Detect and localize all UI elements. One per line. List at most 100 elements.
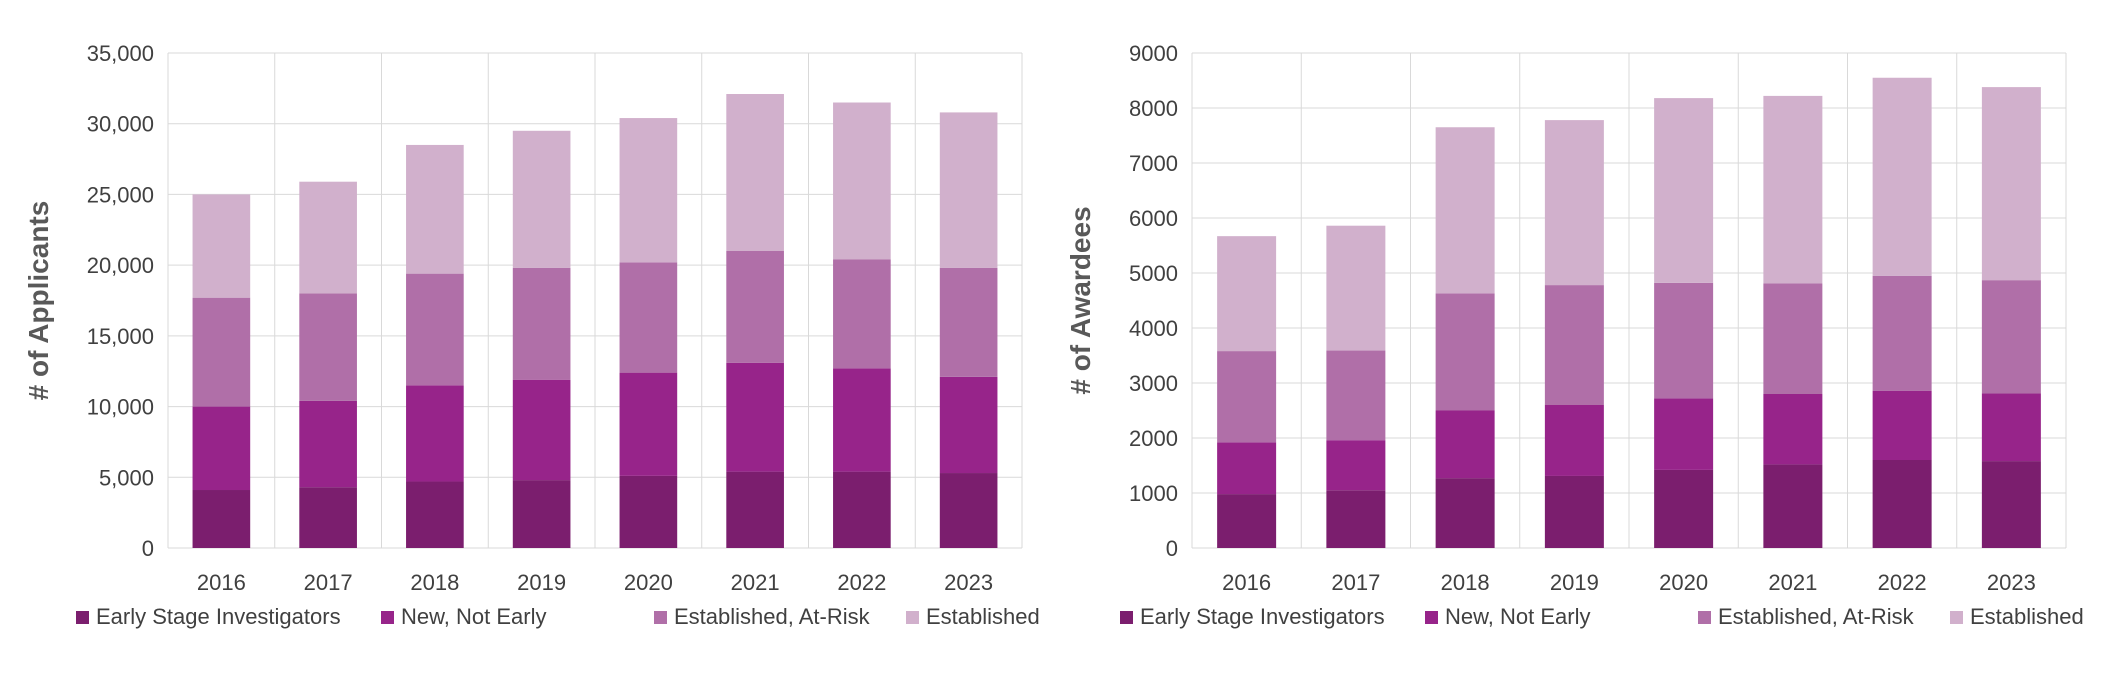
bar-segment-new-not-early-2021	[1763, 394, 1823, 465]
x-tick-label: 2023	[1987, 570, 2036, 595]
bar-segment-established-at-risk-2018	[406, 273, 464, 386]
bar-segment-new-not-early-2021	[726, 362, 784, 472]
legend-label: Established	[926, 604, 1040, 629]
legend-swatch	[1425, 611, 1438, 624]
y-tick-label: 5000	[1129, 261, 1178, 286]
legend-swatch	[906, 611, 919, 624]
bar-segment-new-not-early-2019	[512, 379, 571, 481]
legend-label: Established, At-Risk	[1718, 604, 1915, 629]
legend-label: Early Stage Investigators	[96, 604, 341, 629]
bar-segment-early-stage-investigators-2020	[619, 475, 678, 548]
legend-swatch	[1698, 611, 1711, 624]
y-tick-label: 1000	[1129, 481, 1178, 506]
y-axis-title: # of Applicants	[23, 201, 54, 401]
y-tick-label: 25,000	[87, 182, 154, 207]
y-tick-label: 2000	[1129, 426, 1178, 451]
chart-2: 0 1000 2000 3000 4000 5000 6000 7000 8000 9000 201…	[1065, 41, 2084, 629]
bar-segment-established-at-risk-2023	[1981, 280, 2041, 394]
bar-segment-new-not-early-2016	[192, 406, 251, 491]
bar-segment-established-2021	[726, 94, 784, 251]
bar-segment-established-at-risk-2020	[619, 262, 678, 373]
bar-segment-new-not-early-2023	[939, 376, 998, 474]
y-tick-label: 6000	[1129, 206, 1178, 231]
bar-segment-new-not-early-2016	[1217, 442, 1277, 495]
bar-segment-established-at-risk-2016	[192, 297, 251, 407]
bar-segment-established-at-risk-2017	[299, 293, 357, 401]
bar-segment-early-stage-investigators-2020	[1654, 469, 1714, 548]
y-tick-label: 3000	[1129, 371, 1178, 396]
bar-segment-early-stage-investigators-2021	[1763, 464, 1823, 548]
x-tick-label: 2016	[1222, 570, 1271, 595]
bar-segment-new-not-early-2019	[1544, 405, 1604, 476]
bar-segment-new-not-early-2020	[1654, 398, 1714, 470]
bar-segment-established-at-risk-2017	[1326, 350, 1386, 441]
bar-segment-established-at-risk-2021	[1763, 283, 1823, 394]
x-tick-label: 2017	[304, 570, 353, 595]
bar-segment-new-not-early-2022	[833, 368, 891, 472]
legend-swatch	[1950, 611, 1963, 624]
y-tick-label: 0	[142, 536, 154, 561]
legend-swatch	[1120, 611, 1133, 624]
y-tick-label: 30,000	[87, 112, 154, 137]
bar-segment-new-not-early-2017	[299, 400, 357, 488]
bar-segment-established-2017	[1326, 225, 1386, 351]
bar-segment-established-2023	[1981, 87, 2041, 281]
y-tick-label: 10,000	[87, 395, 154, 420]
bar-segment-new-not-early-2022	[1872, 390, 1932, 460]
bar-segment-established-2021	[1763, 95, 1823, 284]
y-tick-label: 35,000	[87, 41, 154, 66]
bar-segment-established-2017	[299, 181, 357, 294]
bar-segment-established-at-risk-2018	[1435, 293, 1495, 411]
x-tick-label: 2020	[624, 570, 673, 595]
x-tick-label: 2018	[410, 570, 459, 595]
bar-segment-early-stage-investigators-2023	[939, 473, 998, 548]
x-tick-label: 2016	[197, 570, 246, 595]
bar-segment-established-at-risk-2022	[1872, 275, 1932, 391]
x-tick-label: 2018	[1441, 570, 1490, 595]
bar-segment-established-2016	[1217, 236, 1277, 352]
x-tick-label: 2021	[1768, 570, 1817, 595]
y-axis-title: # of Awardees	[1065, 206, 1096, 394]
bar-segment-established-2019	[1544, 120, 1604, 286]
legend-label: Established	[1970, 604, 2084, 629]
x-tick-label: 2019	[1550, 570, 1599, 595]
x-tick-label: 2022	[1878, 570, 1927, 595]
bar-segment-established-at-risk-2019	[1544, 285, 1604, 405]
bar-segment-new-not-early-2017	[1326, 440, 1386, 491]
y-tick-label: 15,000	[87, 324, 154, 349]
x-tick-label: 2021	[731, 570, 780, 595]
bar-segment-early-stage-investigators-2018	[1435, 478, 1495, 548]
bar-segment-early-stage-investigators-2018	[406, 481, 464, 548]
bar-segment-established-2018	[406, 144, 464, 274]
bar-segment-established-at-risk-2023	[939, 267, 998, 377]
bar-segment-new-not-early-2023	[1981, 393, 2041, 462]
y-tick-label: 8000	[1129, 96, 1178, 121]
bar-segment-early-stage-investigators-2023	[1981, 461, 2041, 548]
bar-segment-new-not-early-2020	[619, 372, 678, 476]
legend-label: Established, At-Risk	[674, 604, 871, 629]
legend-swatch	[654, 611, 667, 624]
legend-swatch	[76, 611, 89, 624]
bar-segment-established-2022	[833, 102, 891, 260]
y-tick-label: 9000	[1129, 41, 1178, 66]
bar-segment-established-at-risk-2022	[833, 259, 891, 369]
legend: Early Stage Investigators New, Not Early E…	[76, 604, 1040, 629]
legend-swatch	[381, 611, 394, 624]
y-tick-label: 20,000	[87, 253, 154, 278]
bar-segment-early-stage-investigators-2016	[192, 490, 251, 548]
bar-segment-early-stage-investigators-2019	[512, 480, 571, 548]
bar-segment-established-at-risk-2020	[1654, 282, 1714, 399]
bar-segment-established-at-risk-2019	[512, 267, 571, 380]
bar-segment-established-at-risk-2021	[726, 251, 784, 363]
x-tick-label: 2019	[517, 570, 566, 595]
y-tick-label: 5,000	[99, 465, 154, 490]
bar-segment-early-stage-investigators-2017	[299, 487, 357, 548]
y-tick-label: 4000	[1129, 316, 1178, 341]
legend-label: New, Not Early	[401, 604, 547, 629]
bar-segment-early-stage-investigators-2019	[1544, 475, 1604, 548]
legend-label: Early Stage Investigators	[1140, 604, 1385, 629]
bar-segment-early-stage-investigators-2022	[1872, 460, 1932, 548]
bar-segment-early-stage-investigators-2021	[726, 471, 784, 548]
x-tick-label: 2022	[837, 570, 886, 595]
